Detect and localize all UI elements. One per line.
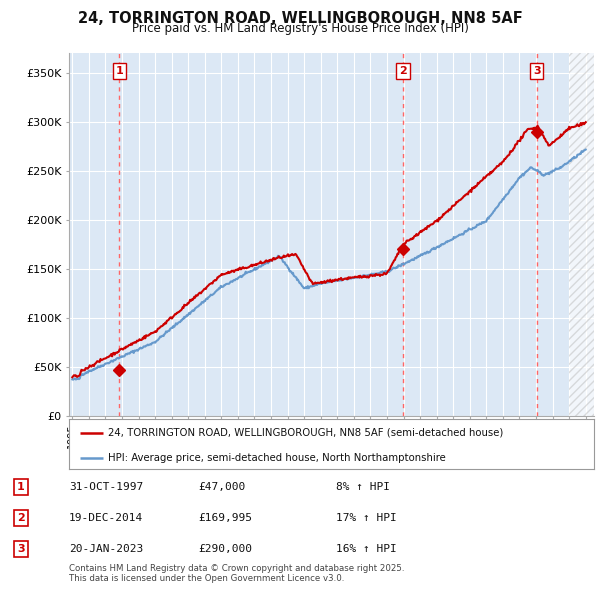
Text: 3: 3 (533, 66, 541, 76)
Bar (569, 53, 594, 416)
Text: HPI: Average price, semi-detached house, North Northamptonshire: HPI: Average price, semi-detached house,… (109, 453, 446, 463)
Text: 31-OCT-1997: 31-OCT-1997 (69, 483, 143, 492)
Text: 20-JAN-2023: 20-JAN-2023 (69, 544, 143, 553)
Text: 17% ↑ HPI: 17% ↑ HPI (336, 513, 397, 523)
Text: 1: 1 (115, 66, 123, 76)
Text: 3: 3 (17, 544, 25, 553)
Bar (569, 53, 594, 416)
Text: Contains HM Land Registry data © Crown copyright and database right 2025.
This d: Contains HM Land Registry data © Crown c… (69, 563, 404, 583)
Text: 2: 2 (399, 66, 407, 76)
Text: £47,000: £47,000 (198, 483, 245, 492)
Text: 8% ↑ HPI: 8% ↑ HPI (336, 483, 390, 492)
Text: 24, TORRINGTON ROAD, WELLINGBOROUGH, NN8 5AF: 24, TORRINGTON ROAD, WELLINGBOROUGH, NN8… (77, 11, 523, 25)
Text: £169,995: £169,995 (198, 513, 252, 523)
Text: 16% ↑ HPI: 16% ↑ HPI (336, 544, 397, 553)
Text: 1: 1 (17, 483, 25, 492)
Text: 19-DEC-2014: 19-DEC-2014 (69, 513, 143, 523)
Text: 24, TORRINGTON ROAD, WELLINGBOROUGH, NN8 5AF (semi-detached house): 24, TORRINGTON ROAD, WELLINGBOROUGH, NN8… (109, 428, 504, 438)
Text: Price paid vs. HM Land Registry's House Price Index (HPI): Price paid vs. HM Land Registry's House … (131, 22, 469, 35)
Text: £290,000: £290,000 (198, 544, 252, 553)
Text: 2: 2 (17, 513, 25, 523)
Bar (569, 53, 594, 416)
